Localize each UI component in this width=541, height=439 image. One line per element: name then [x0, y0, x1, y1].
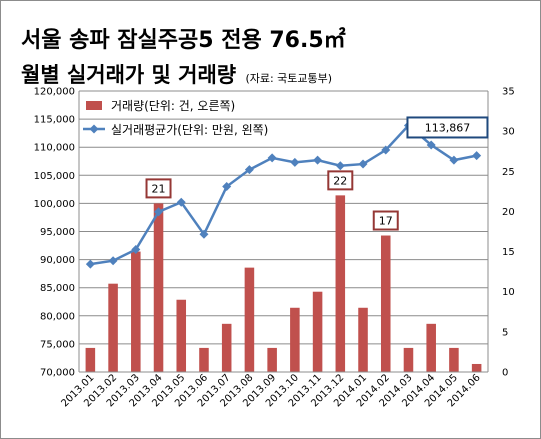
callouts: 21 22 17 113,867	[145, 116, 489, 231]
bar	[403, 347, 414, 372]
line-point	[199, 229, 209, 239]
left-tick-label: 70,000	[40, 368, 75, 379]
bar	[153, 203, 164, 372]
bar	[131, 251, 141, 372]
line-point	[131, 244, 141, 254]
bar	[199, 347, 209, 372]
left-tick-label: 105,000	[34, 171, 75, 182]
callout-box	[145, 178, 172, 199]
bar	[471, 363, 482, 372]
line-series	[85, 120, 482, 269]
right-tick-label: 15	[502, 247, 515, 258]
callout-box	[372, 210, 399, 231]
callout-label: 113,867	[425, 121, 471, 134]
left-tick-label: 110,000	[34, 143, 75, 154]
line-point	[426, 140, 436, 150]
legend-swatch-bar	[86, 101, 102, 110]
line-point	[222, 182, 232, 192]
line-point	[108, 256, 118, 266]
left-tick-label: 115,000	[34, 115, 75, 126]
bar	[358, 307, 368, 372]
line-point	[85, 259, 95, 269]
left-tick-label: 120,000	[34, 87, 75, 98]
bar	[267, 347, 277, 372]
left-tick-label: 90,000	[40, 255, 75, 266]
x-axis-ticks: 2013.012013.022013.032013.042013.052013.…	[59, 372, 482, 409]
right-axis-ticks: 0 5 10 15 20 25 30 35	[502, 87, 515, 379]
callout-box	[406, 116, 489, 139]
right-tick-label: 30	[502, 127, 515, 138]
line-point	[176, 197, 186, 207]
right-tick-label: 35	[502, 87, 515, 98]
line-point	[313, 155, 323, 165]
bar	[426, 323, 436, 372]
bar-series	[85, 195, 482, 372]
right-tick-label: 5	[502, 327, 508, 338]
callout-label: 21	[152, 182, 166, 195]
line-point	[290, 157, 300, 167]
line-point	[381, 145, 391, 155]
chart-title-main: 월별 실거래가 및 거래량	[21, 63, 236, 87]
legend: 거래량(단위: 건, 오른쪽) 실거래평균가(단위: 만원, 왼쪽)	[83, 99, 268, 137]
chart-source-note: (자료: 국토교통부)	[245, 72, 332, 85]
bar	[244, 267, 255, 372]
callout-label: 22	[333, 174, 347, 187]
line-point	[472, 151, 482, 161]
bar	[221, 323, 232, 372]
bar	[312, 291, 323, 372]
legend-label-bar: 거래량(단위: 건, 오른쪽)	[111, 99, 235, 113]
chart-title-line1: 서울 송파 잠실주공5 전용 76.5㎡	[21, 27, 346, 53]
legend-label-line: 실거래평균가(단위: 만원, 왼쪽)	[111, 123, 268, 137]
left-tick-label: 85,000	[40, 283, 75, 294]
right-tick-label: 25	[502, 167, 515, 178]
left-axis-ticks: 70,000 75,000 80,000 85,000 90,000 95,000 100,…	[34, 87, 75, 379]
bar	[85, 347, 96, 372]
line-point	[267, 153, 277, 163]
bar	[449, 347, 459, 372]
bar	[380, 235, 391, 372]
right-tick-label: 0	[502, 368, 508, 379]
callout-box	[327, 170, 354, 191]
line-point	[449, 155, 459, 165]
bar	[108, 283, 118, 372]
line-point	[244, 165, 254, 175]
left-tick-label: 95,000	[40, 227, 75, 238]
legend-swatch-marker	[89, 124, 99, 134]
left-tick-label: 80,000	[40, 311, 75, 322]
bar	[176, 299, 187, 372]
bar	[335, 195, 346, 372]
right-tick-label: 20	[502, 207, 515, 218]
left-tick-label: 75,000	[40, 339, 75, 350]
line-point	[154, 207, 164, 217]
right-tick-label: 10	[502, 287, 515, 298]
line-point	[358, 159, 368, 169]
callout-label: 17	[379, 215, 393, 228]
line-point	[335, 161, 345, 171]
left-tick-label: 100,000	[34, 199, 75, 210]
bar	[290, 307, 300, 372]
chart-title-line2: 월별 실거래가 및 거래량 (자료: 국토교통부)	[21, 63, 332, 87]
